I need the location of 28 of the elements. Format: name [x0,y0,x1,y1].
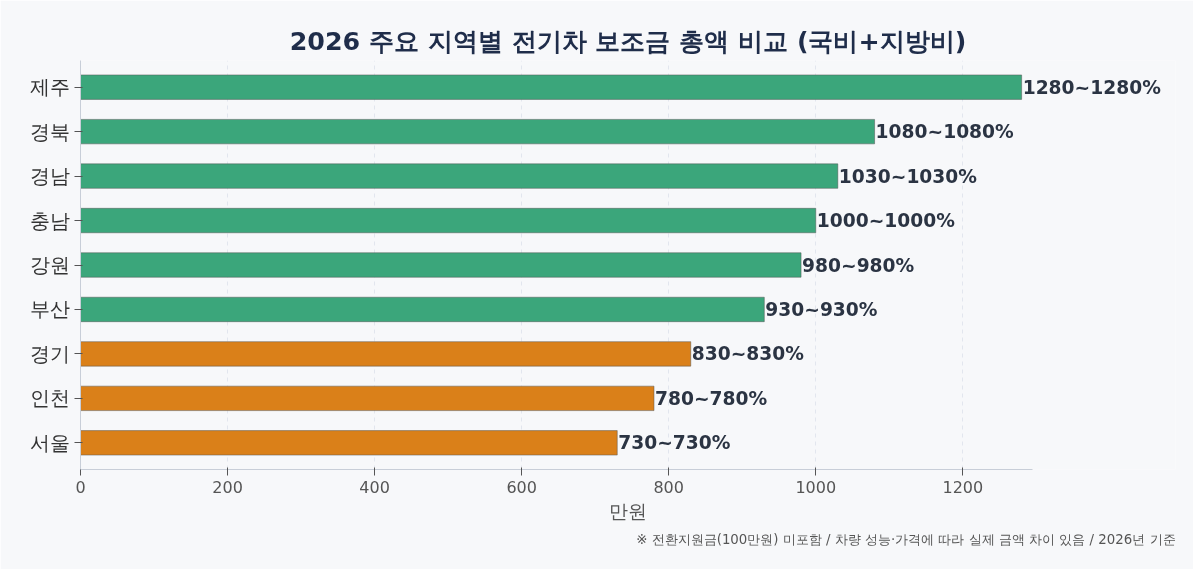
text: ※ 전환지원금(100만원) 미포함 / 차량 성능·가격에 따라 실제 금액 차이 있음 / 2026년 기준 [636,531,1176,547]
x-tick-label: 800 [653,477,684,497]
x-tick-label: 400 [359,477,390,497]
data-label: 830~830% [691,343,805,365]
data-label: 780~780% [655,387,768,409]
x-tick-label: 1200 [942,477,984,497]
y-tick-label: 서울 [29,430,70,455]
y-tick-label: 충남 [29,208,70,233]
y-tick-label: 경기 [29,341,70,366]
data-label: 1000~1000% [816,210,956,232]
data-label: 930~930% [765,298,878,320]
y-tick-label: 제주 [29,75,70,100]
y-tick-label: 인천 [29,386,70,411]
data-label: 1080~1080% [875,121,1015,143]
x-axis-title: 만원 [609,500,647,522]
data-label: 1280~1280% [1022,76,1162,98]
x-tick-label: 200 [212,477,243,497]
x-tick-label: 0 [75,477,86,497]
data-label: 730~730% [618,432,731,454]
x-tick-label: 600 [506,477,537,497]
chart-title: 2026 주요 지역별 전기차 보조금 총액 비교 (국비+지방비) [289,25,967,56]
y-tick-label: 경남 [29,164,70,189]
y-tick-label: 부산 [29,297,70,322]
x-tick-label: 1000 [795,477,837,497]
y-tick-label: 강원 [29,253,70,277]
y-tick-label: 경북 [29,119,70,144]
data-label: 1030~1030% [838,165,978,187]
data-label: 980~980% [802,254,915,276]
